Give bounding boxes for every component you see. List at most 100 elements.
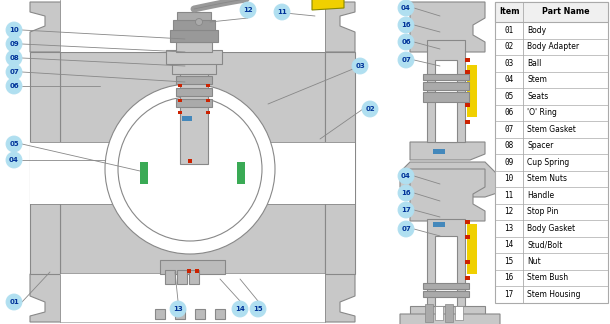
Bar xyxy=(433,222,445,227)
Text: 15: 15 xyxy=(504,257,514,266)
Bar xyxy=(173,20,215,30)
Text: 02: 02 xyxy=(365,106,375,112)
Circle shape xyxy=(398,52,414,68)
Text: 05: 05 xyxy=(504,92,514,101)
Text: Stem Housing: Stem Housing xyxy=(527,290,581,299)
Text: Stem Gasket: Stem Gasket xyxy=(527,125,576,134)
Text: 09: 09 xyxy=(9,41,19,47)
Text: 10: 10 xyxy=(504,174,514,183)
Text: 16: 16 xyxy=(401,22,411,28)
Circle shape xyxy=(398,34,414,50)
Text: Nut: Nut xyxy=(527,257,540,266)
Text: 01: 01 xyxy=(9,299,19,305)
Bar xyxy=(178,99,182,102)
Text: 12: 12 xyxy=(243,7,253,13)
Text: 03: 03 xyxy=(504,59,514,68)
Bar xyxy=(465,70,470,74)
Circle shape xyxy=(6,22,22,38)
Text: 08: 08 xyxy=(9,55,19,61)
Polygon shape xyxy=(312,0,344,10)
Circle shape xyxy=(398,202,414,218)
Polygon shape xyxy=(410,2,485,52)
Circle shape xyxy=(398,0,414,16)
Polygon shape xyxy=(400,314,500,324)
Text: 13: 13 xyxy=(504,224,514,233)
Bar xyxy=(425,304,433,322)
Text: 06: 06 xyxy=(9,83,19,89)
Circle shape xyxy=(232,301,248,317)
Bar xyxy=(177,270,187,284)
Text: Ball: Ball xyxy=(527,59,542,68)
Text: 04: 04 xyxy=(401,5,411,11)
Bar xyxy=(160,260,225,274)
Text: 09: 09 xyxy=(504,158,514,167)
Bar xyxy=(140,162,148,184)
Text: 04: 04 xyxy=(401,173,411,179)
Polygon shape xyxy=(400,162,500,197)
Bar xyxy=(178,84,182,87)
Circle shape xyxy=(6,50,22,66)
Bar xyxy=(435,236,457,306)
Text: 16: 16 xyxy=(504,273,514,282)
Text: 13: 13 xyxy=(173,306,183,312)
Circle shape xyxy=(6,36,22,52)
Bar xyxy=(155,309,165,319)
Circle shape xyxy=(6,136,22,152)
Bar xyxy=(188,159,192,163)
Bar xyxy=(60,274,325,322)
Circle shape xyxy=(6,152,22,168)
Bar xyxy=(465,220,470,224)
Bar xyxy=(60,52,325,274)
Circle shape xyxy=(398,17,414,33)
Bar xyxy=(176,76,212,84)
Bar xyxy=(189,270,199,284)
Circle shape xyxy=(274,4,290,20)
Text: 17: 17 xyxy=(504,290,514,299)
Circle shape xyxy=(250,301,266,317)
Circle shape xyxy=(6,78,22,94)
Bar xyxy=(195,309,205,319)
Bar xyxy=(30,142,145,204)
Circle shape xyxy=(170,301,186,317)
Bar xyxy=(465,260,470,264)
Bar xyxy=(423,291,469,297)
Text: 16: 16 xyxy=(401,190,411,196)
Text: 01: 01 xyxy=(504,26,514,35)
Bar xyxy=(206,111,210,114)
Bar xyxy=(30,52,60,274)
Text: Cup Spring: Cup Spring xyxy=(527,158,569,167)
Text: Body Gasket: Body Gasket xyxy=(527,224,575,233)
Text: Stop Pin: Stop Pin xyxy=(527,207,558,216)
Text: 04: 04 xyxy=(9,157,19,163)
Bar xyxy=(166,50,222,64)
Text: Spacer: Spacer xyxy=(527,141,553,150)
Text: 02: 02 xyxy=(504,42,514,51)
Bar xyxy=(423,92,469,102)
Bar xyxy=(427,219,465,306)
Bar xyxy=(237,162,245,184)
Bar xyxy=(455,306,463,320)
Bar xyxy=(423,74,469,80)
Text: 12: 12 xyxy=(504,207,514,216)
Bar xyxy=(465,58,470,62)
Bar xyxy=(467,224,477,274)
Text: 07: 07 xyxy=(9,69,19,75)
Text: Stud/Bolt: Stud/Bolt xyxy=(527,240,562,249)
Bar xyxy=(240,142,355,204)
Bar xyxy=(206,99,210,102)
Bar xyxy=(427,40,465,142)
Text: 14: 14 xyxy=(235,306,245,312)
Text: 06: 06 xyxy=(504,108,514,117)
Text: Body: Body xyxy=(527,26,546,35)
Circle shape xyxy=(105,84,275,254)
Bar xyxy=(433,149,445,154)
Bar xyxy=(195,269,199,273)
Bar xyxy=(178,111,182,114)
Text: 06: 06 xyxy=(401,39,411,45)
Bar xyxy=(206,84,210,87)
Text: 10: 10 xyxy=(9,27,19,33)
Bar xyxy=(465,235,470,239)
Bar xyxy=(325,52,355,274)
Bar xyxy=(175,309,185,319)
Text: 05: 05 xyxy=(9,141,19,147)
